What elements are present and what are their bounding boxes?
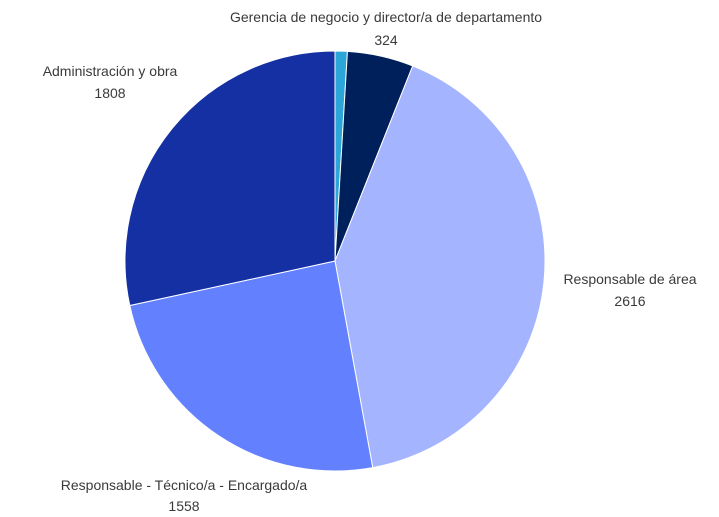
pie-slice-responsable-tecnico <box>129 260 374 472</box>
data-label-administracion: Administración y obra 1808 <box>43 63 178 101</box>
pie-slice-administracion <box>124 50 336 307</box>
data-label-administracion-value: 1808 <box>94 85 125 101</box>
data-label-responsable-area-value: 2616 <box>614 293 645 309</box>
data-label-administracion-name: Administración y obra <box>43 63 178 79</box>
data-label-responsable-area: Responsable de área 2616 <box>563 271 696 309</box>
data-label-responsable-tecnico-name: Responsable - Técnico/a - Encargado/a <box>61 477 308 493</box>
pie-slices <box>124 50 546 472</box>
pie-slice-responsable-area <box>334 65 546 469</box>
data-label-responsable-area-name: Responsable de área <box>563 271 696 287</box>
data-label-gerencia-name: Gerencia de negocio y director/a de depa… <box>230 9 542 25</box>
data-label-responsable-tecnico-value: 1558 <box>168 498 199 512</box>
data-label-gerencia: Gerencia de negocio y director/a de depa… <box>230 9 542 48</box>
data-label-gerencia-value: 324 <box>374 32 398 48</box>
data-label-responsable-tecnico: Responsable - Técnico/a - Encargado/a 15… <box>61 477 308 514</box>
